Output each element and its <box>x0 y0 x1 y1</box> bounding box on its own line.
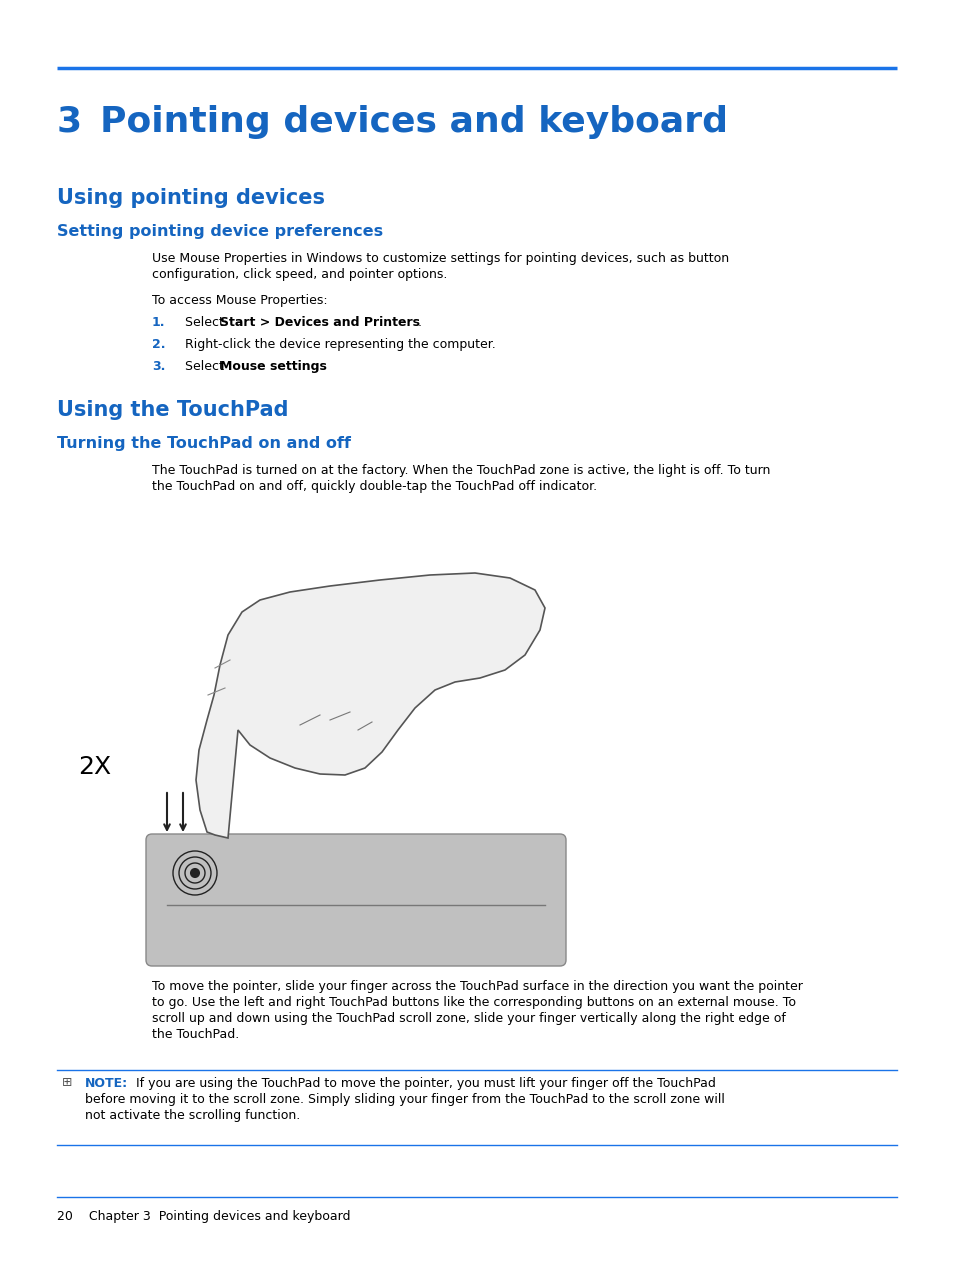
Text: ⊞: ⊞ <box>62 1076 72 1088</box>
Text: before moving it to the scroll zone. Simply sliding your finger from the TouchPa: before moving it to the scroll zone. Sim… <box>85 1093 724 1106</box>
Text: Select: Select <box>185 359 228 373</box>
Text: Select: Select <box>185 316 228 329</box>
Text: 3.: 3. <box>152 359 165 373</box>
Text: Using the TouchPad: Using the TouchPad <box>57 400 288 420</box>
Text: Setting pointing device preferences: Setting pointing device preferences <box>57 224 383 239</box>
Text: To access Mouse Properties:: To access Mouse Properties: <box>152 293 327 307</box>
Text: To move the pointer, slide your finger across the TouchPad surface in the direct: To move the pointer, slide your finger a… <box>152 980 802 993</box>
Text: to go. Use the left and right TouchPad buttons like the corresponding buttons on: to go. Use the left and right TouchPad b… <box>152 996 795 1008</box>
Text: the TouchPad.: the TouchPad. <box>152 1027 239 1041</box>
Text: scroll up and down using the TouchPad scroll zone, slide your finger vertically : scroll up and down using the TouchPad sc… <box>152 1012 785 1025</box>
Text: Start > Devices and Printers: Start > Devices and Printers <box>220 316 419 329</box>
Text: 2X: 2X <box>78 754 111 779</box>
Text: 2.: 2. <box>152 338 165 351</box>
Circle shape <box>191 869 199 878</box>
Text: Use Mouse Properties in Windows to customize settings for pointing devices, such: Use Mouse Properties in Windows to custo… <box>152 251 728 265</box>
Text: Using pointing devices: Using pointing devices <box>57 188 325 208</box>
Text: NOTE:: NOTE: <box>85 1077 128 1090</box>
Text: Mouse settings: Mouse settings <box>220 359 327 373</box>
Text: .: . <box>314 359 318 373</box>
Text: configuration, click speed, and pointer options.: configuration, click speed, and pointer … <box>152 268 447 281</box>
Text: the TouchPad on and off, quickly double-tap the TouchPad off indicator.: the TouchPad on and off, quickly double-… <box>152 480 597 493</box>
Text: not activate the scrolling function.: not activate the scrolling function. <box>85 1109 300 1121</box>
Text: Turning the TouchPad on and off: Turning the TouchPad on and off <box>57 436 351 451</box>
Text: .: . <box>417 316 421 329</box>
Text: 1.: 1. <box>152 316 165 329</box>
Text: 3: 3 <box>57 105 82 138</box>
Text: 20    Chapter 3  Pointing devices and keyboard: 20 Chapter 3 Pointing devices and keyboa… <box>57 1210 350 1223</box>
Text: Right-click the device representing the computer.: Right-click the device representing the … <box>185 338 496 351</box>
Text: Pointing devices and keyboard: Pointing devices and keyboard <box>100 105 727 138</box>
Text: The TouchPad is turned on at the factory. When the TouchPad zone is active, the : The TouchPad is turned on at the factory… <box>152 464 770 478</box>
FancyBboxPatch shape <box>146 834 565 966</box>
Text: If you are using the TouchPad to move the pointer, you must lift your finger off: If you are using the TouchPad to move th… <box>136 1077 715 1090</box>
Polygon shape <box>195 573 544 838</box>
